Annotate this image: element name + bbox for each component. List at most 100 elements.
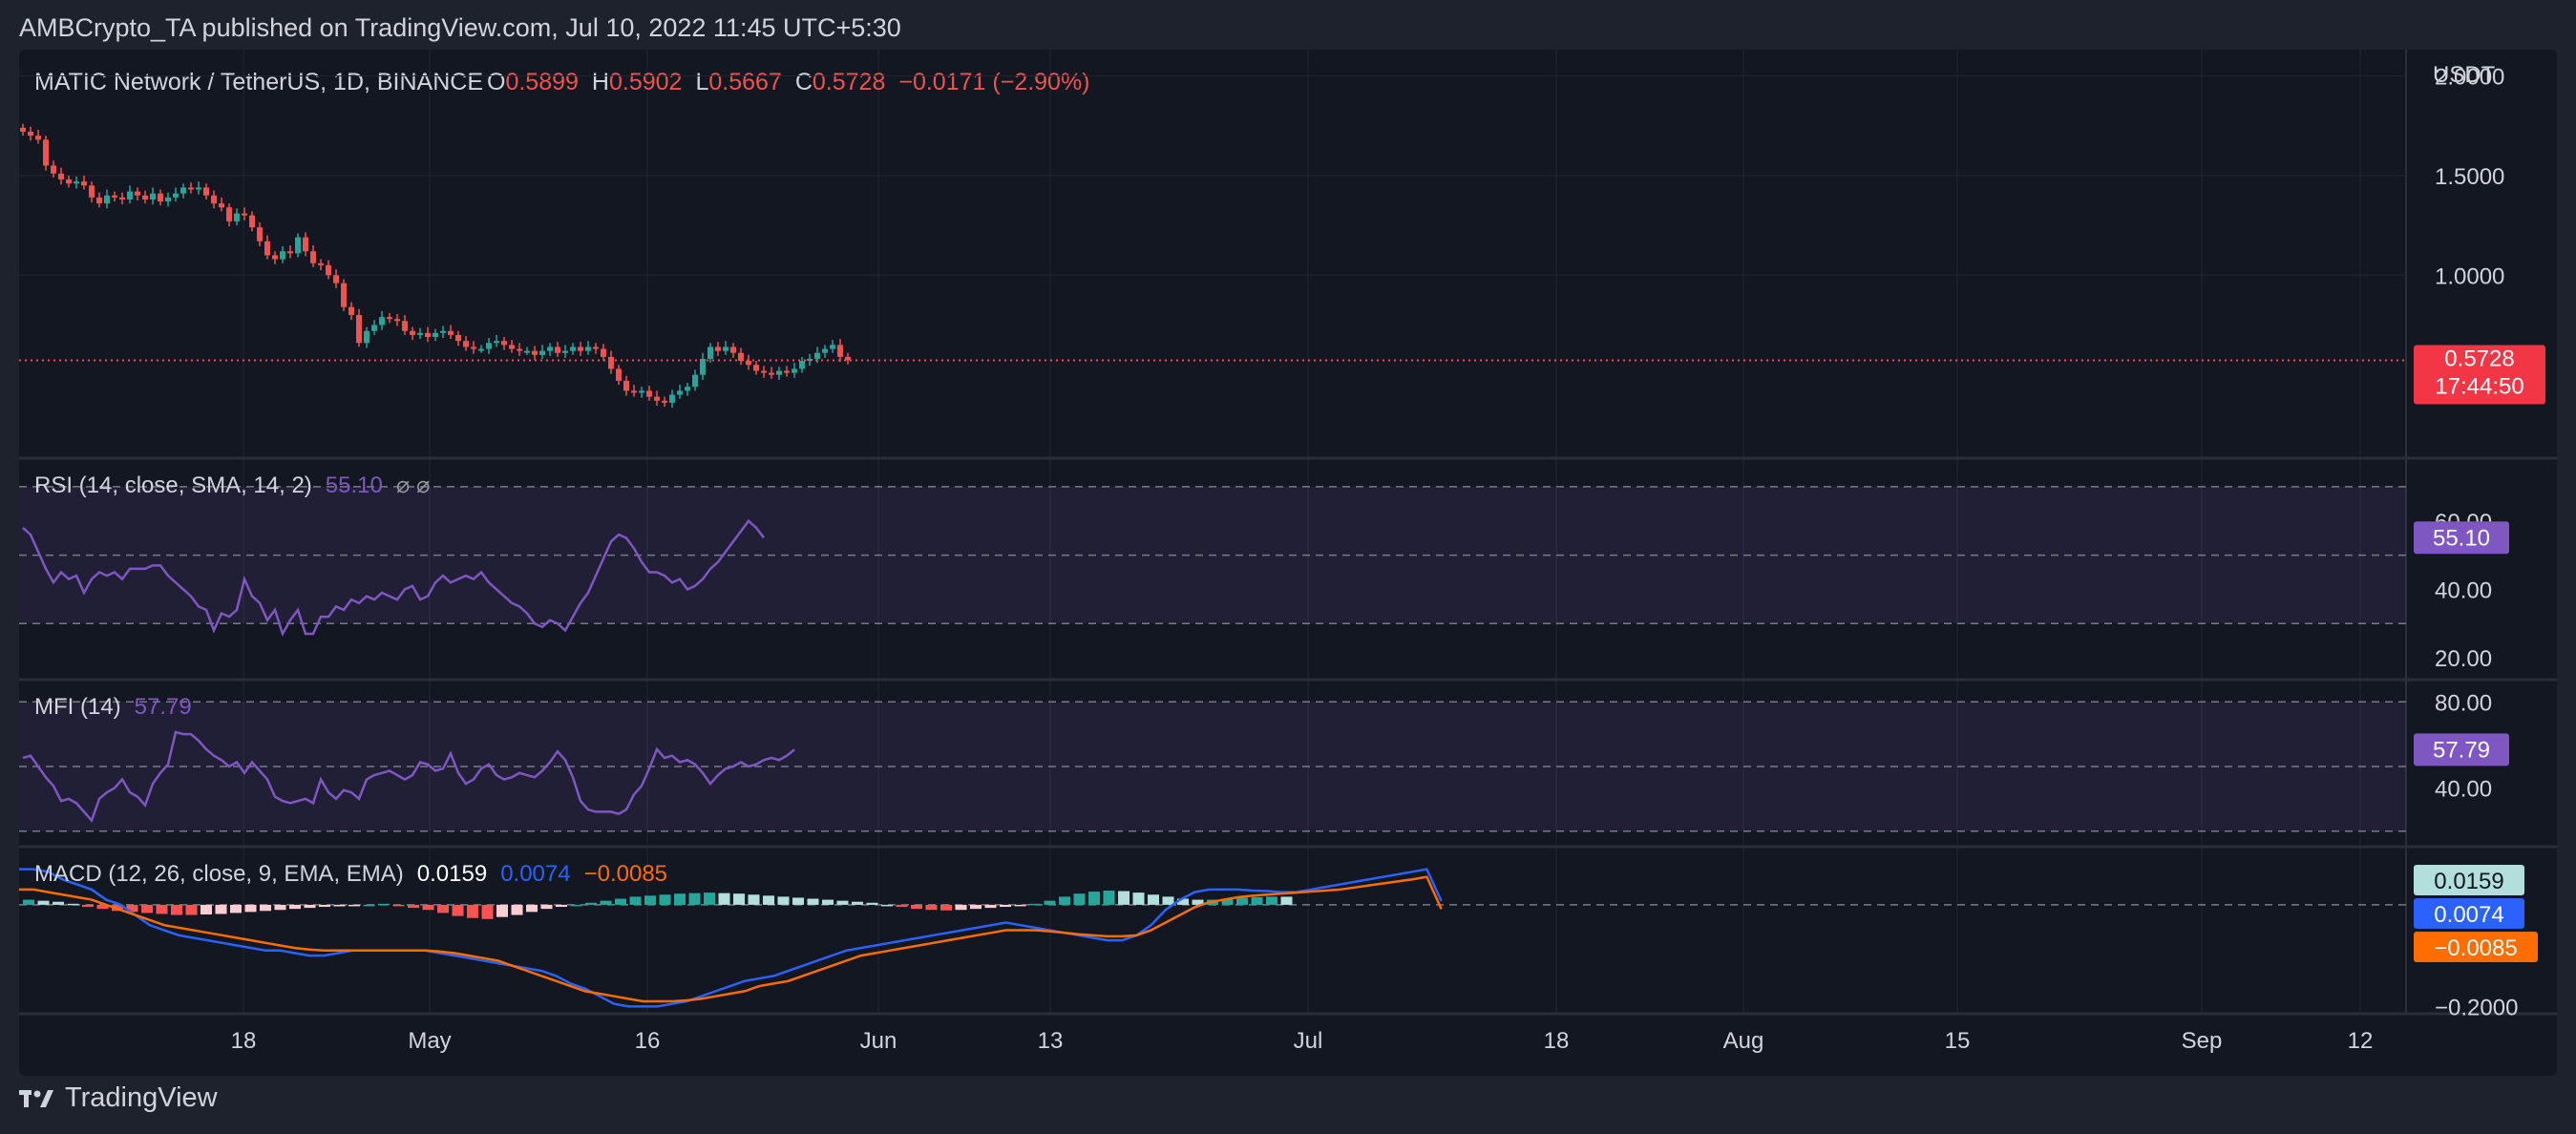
- macd-hist-bar: [600, 900, 612, 905]
- candle-up: [295, 237, 301, 254]
- macd-hist-bar: [1148, 894, 1159, 905]
- macd-hist-bar: [126, 904, 138, 913]
- chart-area[interactable]: MATIC Network / TetherUS, 1D, BINANCE O0…: [19, 50, 2557, 1076]
- macd-hist-bar: [467, 904, 478, 918]
- candle-down: [471, 346, 476, 349]
- candle-down: [96, 197, 102, 204]
- macd-hist-bar: [763, 895, 774, 905]
- macd-hist-bar: [852, 901, 863, 905]
- macd-hist-bar: [925, 904, 938, 911]
- macd-hist-bar: [171, 904, 182, 915]
- candle-up: [723, 346, 728, 351]
- chart-svg[interactable]: MATIC Network / TetherUS, 1D, BINANCE O0…: [19, 50, 2557, 1076]
- candle-up: [814, 352, 820, 359]
- candle-down: [112, 195, 117, 198]
- candle-down: [219, 203, 224, 208]
- macd-hist-bar: [911, 904, 922, 910]
- macd-legend: MACD (12, 26, close, 9, EMA, EMA) 0.0159 0…: [34, 861, 667, 887]
- macd-hist-bar: [304, 904, 316, 909]
- macd-value-badge: 0.0074: [2434, 902, 2503, 928]
- last-price-value: 0.5728: [2444, 346, 2514, 371]
- candle-up: [562, 350, 568, 353]
- candle-down: [249, 215, 255, 228]
- candle-down: [348, 306, 354, 316]
- rsi-tick-label: 20.00: [2435, 646, 2492, 672]
- mfi-pane[interactable]: 80.00 40.00 MFI (14) 57.79 57.79: [19, 690, 2509, 832]
- macd-hist-bar: [526, 904, 538, 913]
- candle-down: [333, 275, 339, 284]
- candle-up: [822, 348, 828, 353]
- candle-down: [81, 181, 87, 186]
- candle-down: [623, 380, 629, 391]
- candle-down: [753, 365, 759, 371]
- tradingview-footer[interactable]: TradingView: [19, 1082, 218, 1114]
- svg-text:57.79: 57.79: [2433, 737, 2490, 763]
- candle-up: [669, 394, 675, 403]
- candle-up: [74, 181, 79, 184]
- mfi-value-badge: 57.79: [2414, 733, 2509, 766]
- macd-hist-bar: [1118, 891, 1130, 905]
- macd-hist-bar: [201, 904, 212, 915]
- tradingview-brand: TradingView: [65, 1082, 218, 1113]
- candle-down: [746, 361, 751, 366]
- macd-hist-bar: [748, 894, 760, 905]
- candle-down: [257, 227, 263, 242]
- time-axis-label: 13: [1038, 1028, 1064, 1054]
- candle-down: [532, 350, 538, 355]
- macd-hist-bar: [881, 904, 893, 907]
- candle-up: [539, 350, 545, 355]
- candle-down: [158, 193, 163, 202]
- macd-hist-bar: [940, 904, 952, 911]
- macd-hist-bar: [156, 904, 168, 914]
- candle-down: [578, 346, 583, 351]
- candle-down: [463, 341, 469, 347]
- time-axis[interactable]: 18 May 16 Jun 13 Jul 18 Aug 15 Sep 12: [231, 1028, 2374, 1054]
- hist-value-badge: 0.0159: [2434, 869, 2503, 894]
- macd-hist-bar: [629, 896, 642, 905]
- macd-hist-bar: [556, 904, 567, 908]
- candle-down: [211, 195, 217, 204]
- macd-pane[interactable]: −0.2000 MACD (12, 26, close, 9, EMA, EMA…: [19, 861, 2538, 1020]
- macd-hist-bar: [836, 900, 849, 905]
- macd-hist-bar: [185, 904, 198, 915]
- macd-hist-bar: [260, 904, 271, 912]
- macd-hist-bar: [822, 899, 834, 905]
- mfi-band-lines: [19, 701, 2406, 832]
- candle-up: [364, 330, 370, 344]
- last-price-badge: 0.5728 17:44:50: [2414, 345, 2545, 405]
- signal-line: [19, 875, 1443, 1003]
- macd-hist-bar: [1059, 896, 1070, 905]
- time-axis-label: May: [408, 1028, 451, 1054]
- mfi-line: [22, 730, 795, 823]
- price-tick-label: 1.0000: [2435, 263, 2504, 289]
- macd-hist-bar: [67, 903, 79, 906]
- candle-down: [287, 251, 293, 254]
- candle-down: [356, 315, 362, 344]
- macd-hist-bar: [1029, 903, 1041, 906]
- candle-up: [440, 330, 446, 333]
- macd-hist-bar: [96, 904, 109, 910]
- candle-up: [524, 350, 530, 353]
- macd-hist-bar: [540, 904, 553, 910]
- candle-down: [455, 334, 461, 342]
- price-pane[interactable]: MATIC Network / TetherUS, 1D, BINANCE O0…: [19, 62, 2545, 409]
- candle-up: [486, 343, 492, 349]
- macd-hist-bar: [333, 904, 346, 907]
- candle-up: [433, 332, 438, 338]
- rsi-value-badge: 55.10: [2414, 521, 2509, 555]
- rsi-tick-label: 40.00: [2435, 578, 2492, 603]
- macd-hist-bar: [792, 897, 804, 905]
- candle-up: [234, 213, 240, 221]
- vertical-grid: [243, 50, 2361, 1014]
- time-axis-label: 16: [635, 1028, 661, 1054]
- candle-up: [478, 348, 484, 351]
- candle-up: [150, 193, 156, 200]
- macd-hist-bar: [984, 904, 997, 909]
- svg-text:55.10: 55.10: [2433, 525, 2490, 551]
- macd-hist-bar: [1162, 896, 1174, 905]
- candle-up: [417, 332, 423, 335]
- macd-hist-bar: [215, 904, 227, 914]
- macd-hist-bar: [408, 904, 419, 909]
- candle-up: [692, 374, 698, 388]
